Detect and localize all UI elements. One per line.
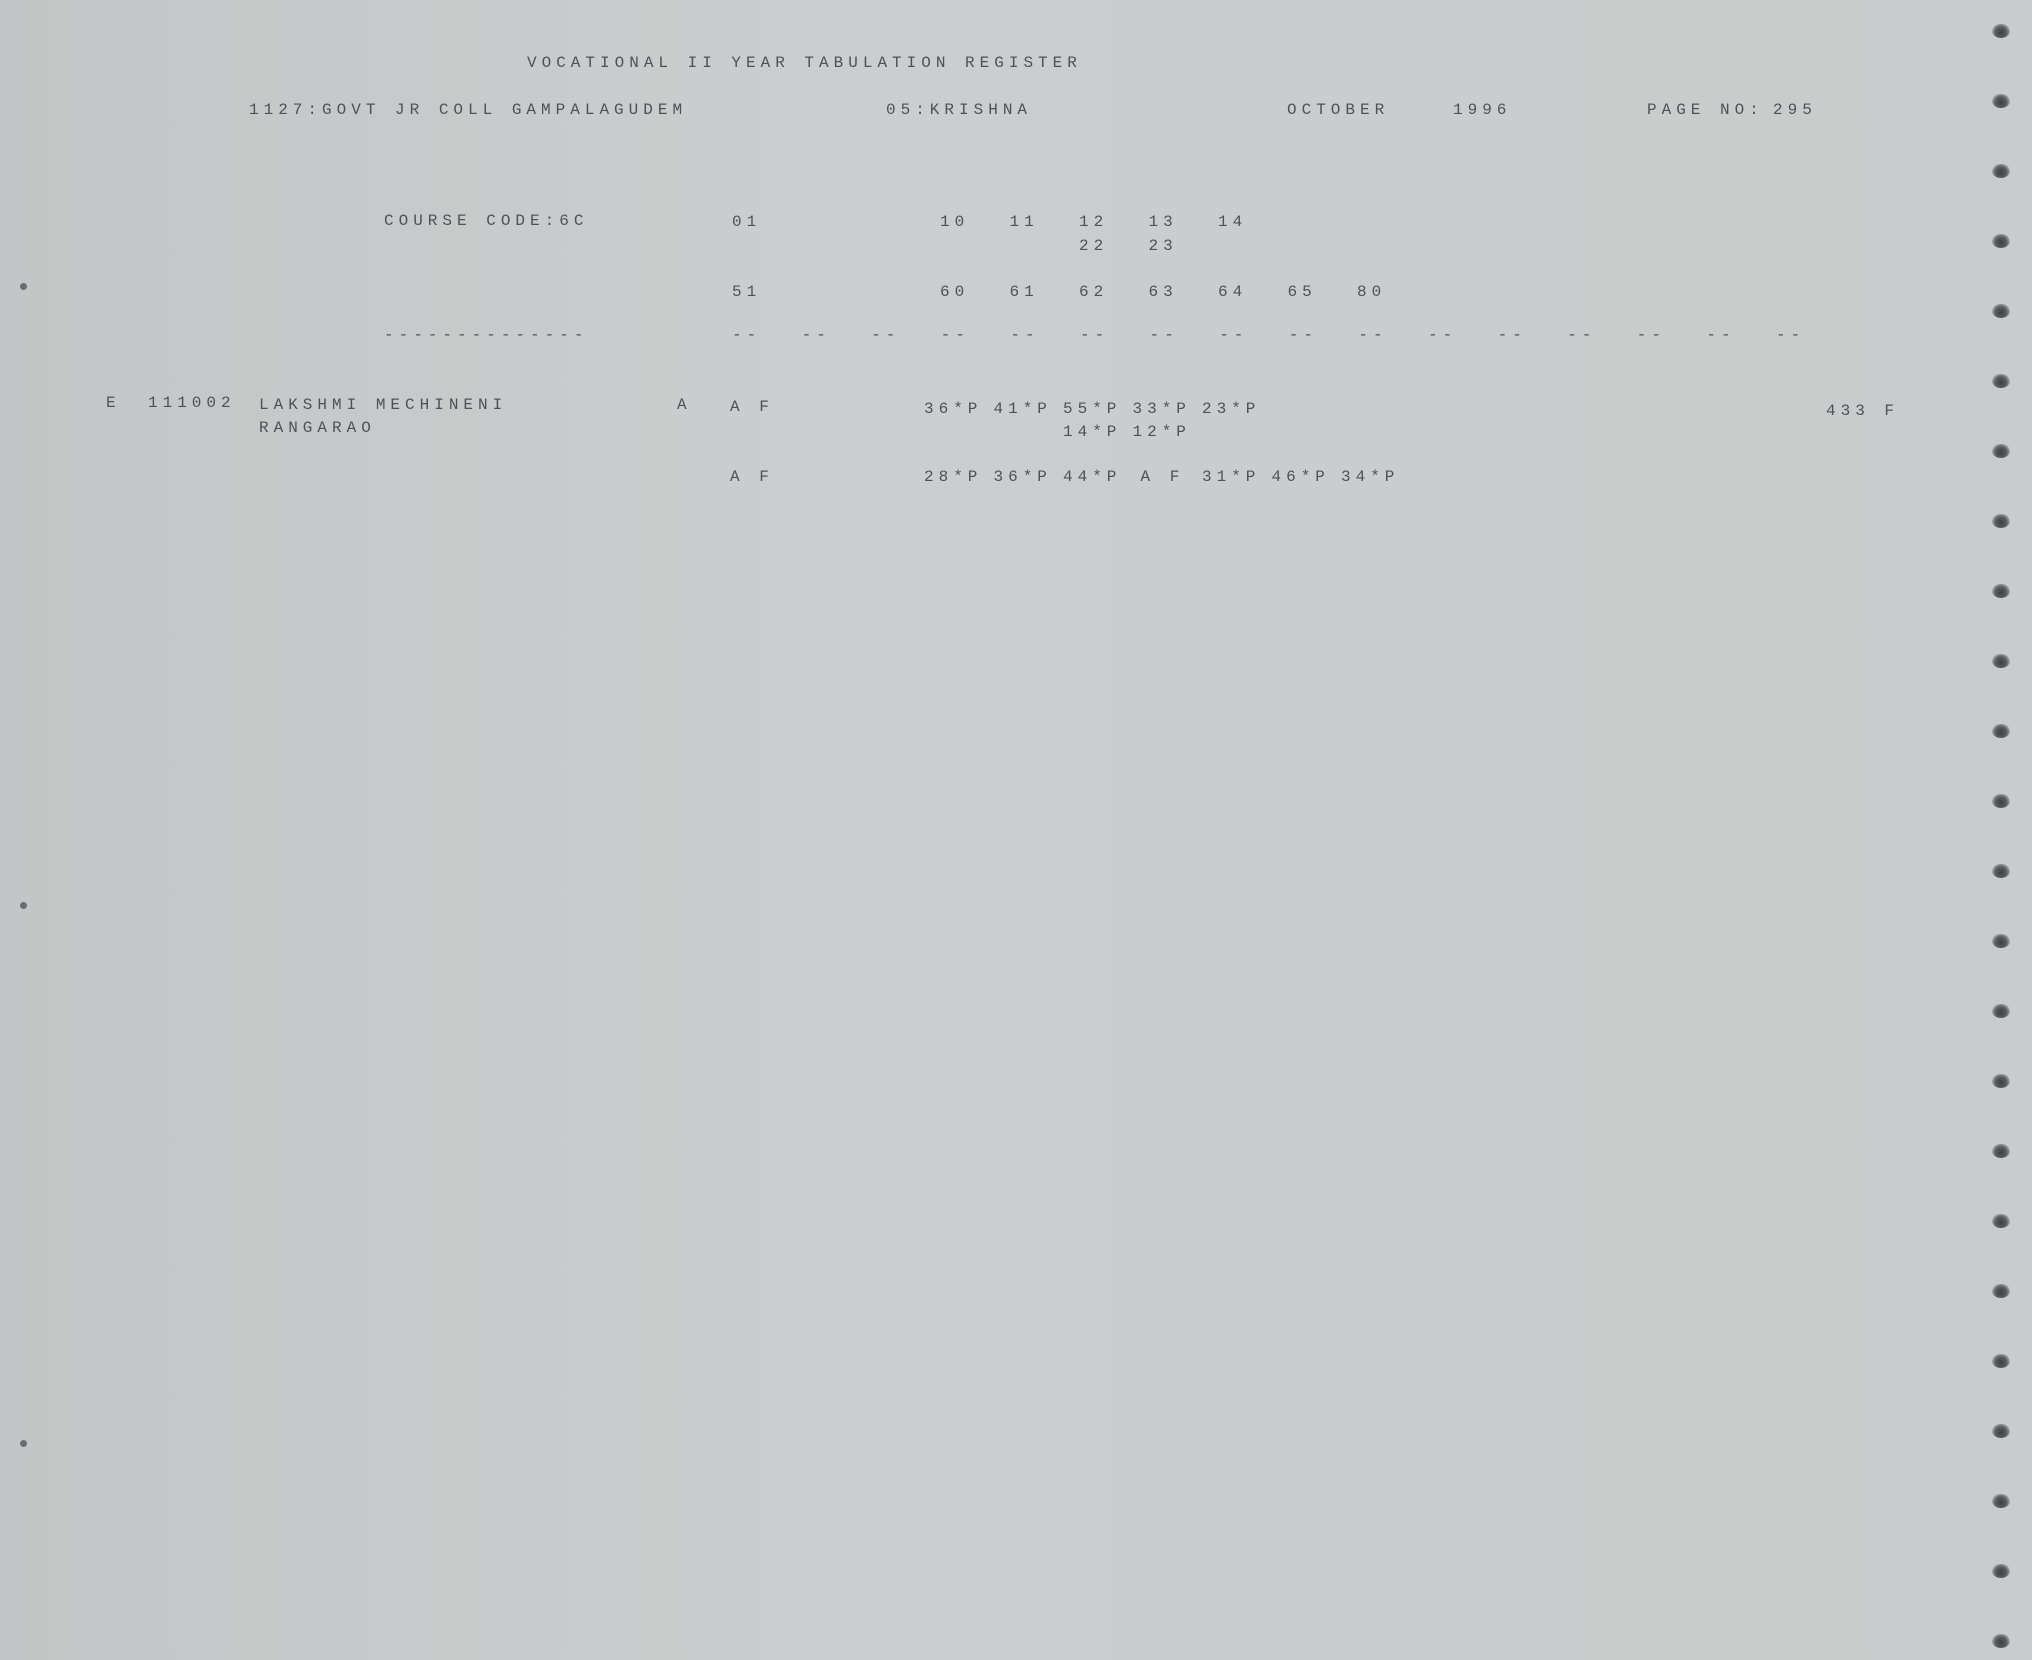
subject-code: 65 <box>1287 283 1317 301</box>
subject-code: 14 <box>1218 213 1248 231</box>
mark-cell: 34*P <box>1341 468 1400 486</box>
punch-mark <box>20 1440 27 1447</box>
feed-hole <box>1992 654 2010 668</box>
feed-hole <box>1992 164 2010 178</box>
feed-hole <box>1992 1074 2010 1088</box>
student-name-line2: RANGARAO <box>259 419 376 437</box>
feed-hole <box>1992 234 2010 248</box>
column-rule: -- <box>1010 326 1040 344</box>
mark-cell: 12*P <box>1132 423 1191 441</box>
college-name: 1127:GOVT JR COLL GAMPALAGUDEM <box>249 101 688 119</box>
mark-cell: 23*P <box>1202 400 1261 418</box>
feed-hole <box>1992 934 2010 948</box>
subject-code: 64 <box>1218 283 1248 301</box>
mark-cell: 36*P <box>993 468 1052 486</box>
column-rule: -- <box>1428 326 1458 344</box>
mark-cell: 14*P <box>1063 423 1122 441</box>
page-number-label: PAGE NO: <box>1647 101 1764 119</box>
column-rule: -- <box>871 326 901 344</box>
subject-code: 13 <box>1148 213 1178 231</box>
subject-code: 62 <box>1079 283 1109 301</box>
subject-code: 11 <box>1009 213 1039 231</box>
register-title: VOCATIONAL II YEAR TABULATION REGISTER <box>527 54 1082 72</box>
feed-hole <box>1992 864 2010 878</box>
feed-hole <box>1992 1214 2010 1228</box>
hall-ticket-number: 111002 <box>148 394 236 412</box>
feed-hole <box>1992 1424 2010 1438</box>
feed-hole <box>1992 584 2010 598</box>
mark-cell: 44*P <box>1063 468 1122 486</box>
exam-month: OCTOBER <box>1287 101 1390 119</box>
feed-hole <box>1992 724 2010 738</box>
feed-hole <box>1992 444 2010 458</box>
subject-code: 60 <box>940 283 970 301</box>
subject-code: 12 <box>1079 213 1109 231</box>
column-rule: -- <box>1149 326 1179 344</box>
mark-cell: 41*P <box>993 400 1052 418</box>
column-rule: -- <box>1706 326 1736 344</box>
subject-sub-code: 22 <box>1079 237 1109 255</box>
student-flag: A <box>677 396 692 414</box>
column-rule: -- <box>1080 326 1110 344</box>
mark-cell: 36*P <box>924 400 983 418</box>
punch-mark <box>20 283 27 290</box>
subject-code: 10 <box>940 213 970 231</box>
student-prefix: E <box>106 394 121 412</box>
column-rule: -- <box>1776 326 1806 344</box>
feed-hole <box>1992 24 2010 38</box>
student-name-line1: LAKSHMI MECHINENI <box>259 396 508 414</box>
mark-cell: 55*P <box>1063 400 1122 418</box>
column-rule: -- <box>732 326 762 344</box>
feed-hole <box>1992 794 2010 808</box>
subject-sub-code: 23 <box>1148 237 1178 255</box>
column-rule: -- <box>1636 326 1666 344</box>
paper1-result: A F <box>730 398 774 416</box>
column-rule: -- <box>1288 326 1318 344</box>
district: 05:KRISHNA <box>886 101 1033 119</box>
subject-code: 63 <box>1148 283 1178 301</box>
feed-hole <box>1992 374 2010 388</box>
total-result: 433 F <box>1826 402 1900 420</box>
subject-code: 80 <box>1357 283 1387 301</box>
column-rule: -- <box>1567 326 1597 344</box>
feed-hole <box>1992 1634 2010 1648</box>
mark-cell: 33*P <box>1132 400 1191 418</box>
subject-code-second-first: 51 <box>732 283 762 301</box>
punch-mark <box>20 902 27 909</box>
paper2-result: A F <box>730 468 774 486</box>
feed-hole <box>1992 1494 2010 1508</box>
course-code: COURSE CODE:6C <box>384 212 589 230</box>
subject-code-first: 01 <box>732 213 762 231</box>
feed-hole <box>1992 304 2010 318</box>
feed-hole <box>1992 94 2010 108</box>
mark-cell: A F <box>1140 468 1185 486</box>
feed-hole <box>1992 514 2010 528</box>
mark-cell: 31*P <box>1202 468 1261 486</box>
feed-hole <box>1992 1564 2010 1578</box>
exam-year: 1996 <box>1453 101 1512 119</box>
mark-cell: 46*P <box>1271 468 1330 486</box>
feed-hole <box>1992 1354 2010 1368</box>
column-rule: -- <box>1219 326 1249 344</box>
subject-code: 61 <box>1009 283 1039 301</box>
feed-hole <box>1992 1004 2010 1018</box>
page-number: 295 <box>1773 101 1817 119</box>
column-rule: -- <box>1497 326 1527 344</box>
feed-hole <box>1992 1284 2010 1298</box>
feed-hole <box>1992 1144 2010 1158</box>
column-rule: -- <box>940 326 970 344</box>
column-rule: -- <box>1358 326 1388 344</box>
column-rule: -- <box>801 326 831 344</box>
label-rule: -------------- <box>384 326 589 344</box>
mark-cell: 28*P <box>924 468 983 486</box>
